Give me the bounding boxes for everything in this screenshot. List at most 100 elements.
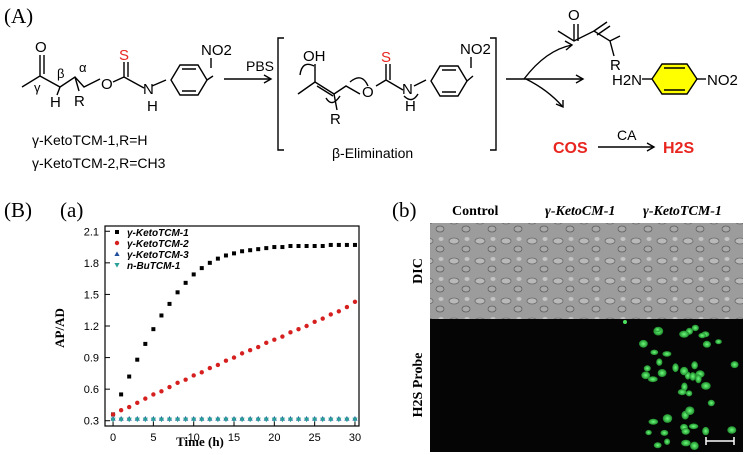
pna-ring	[651, 63, 698, 95]
fluorescent-cell	[662, 414, 673, 423]
point-s0-2	[127, 374, 132, 379]
y-tick-label-6: 2.1	[84, 226, 99, 238]
point-s3-20	[271, 417, 277, 423]
x-tick-label-3: 15	[228, 432, 240, 444]
legend-marker-3	[114, 263, 120, 268]
ca-arrow-head	[646, 142, 656, 152]
point-s1-17	[247, 348, 253, 353]
point-s1-11	[199, 370, 204, 375]
y-tick-label-4: 1.5	[84, 289, 99, 301]
point-s3-30	[352, 417, 358, 423]
panel-label-A: (A)	[4, 4, 34, 28]
point-s0-26	[320, 244, 325, 248]
push-arrow-2	[325, 95, 341, 104]
fluorescent-cell	[623, 320, 627, 324]
split-arrow-up-head	[564, 40, 574, 51]
point-s1-8	[175, 380, 180, 386]
fluorescent-cell	[643, 365, 651, 372]
fluorescent-cell	[690, 441, 699, 450]
int-oh: OH	[303, 48, 326, 65]
sm-alpha: α	[79, 60, 87, 75]
fluorescent-cell	[698, 332, 706, 339]
fluorescent-cell	[691, 361, 698, 370]
sm-r: R	[74, 93, 85, 110]
push-arrow-4	[403, 93, 419, 101]
mvk-c-r-bond	[609, 40, 615, 57]
point-s3-10	[191, 417, 197, 423]
plot-frame	[104, 225, 360, 427]
int-nh-n: N	[402, 81, 413, 98]
split-arrow-down	[525, 78, 563, 107]
fluorescent-cell	[672, 363, 679, 373]
point-s0-16	[240, 249, 245, 254]
fluorescent-cell	[660, 429, 669, 436]
point-s1-15	[231, 355, 237, 360]
fluorescent-cell	[656, 358, 663, 366]
x-tick-label-1: 5	[150, 432, 156, 444]
point-s1-20	[272, 337, 277, 342]
pbs-arrow-head	[263, 74, 273, 84]
point-s0-21	[280, 245, 285, 250]
int-nitro-bond	[466, 57, 474, 82]
fluorescent-cell	[654, 327, 661, 333]
split-arrow-head	[575, 74, 585, 84]
push-arrow-1	[299, 63, 315, 76]
int-alkene-second-bond	[316, 85, 334, 97]
sm-ring-double-bonds	[182, 68, 196, 92]
row-label-dic: DIC	[411, 258, 426, 284]
fluorescent-cell	[691, 324, 699, 332]
y-tick-label-2: 0.9	[84, 353, 99, 365]
fluorescent-cell	[688, 423, 699, 430]
x-ticks: 0 5 10 15 20 25 30	[110, 421, 361, 444]
point-s0-1	[119, 392, 124, 397]
legend-marker-2	[114, 251, 120, 256]
point-s0-27	[328, 242, 333, 247]
point-s3-27	[328, 417, 334, 423]
point-s3-13	[215, 417, 221, 423]
point-s1-2	[126, 404, 132, 410]
legend-label-0: γ-KetoTCM-1	[127, 228, 189, 239]
x-tick-label-5: 25	[309, 432, 321, 444]
int-nh-h: H	[405, 98, 416, 115]
probe-image	[430, 319, 743, 452]
point-s0-29	[344, 242, 349, 247]
point-s0-4	[143, 341, 148, 346]
point-s3-17	[247, 417, 253, 423]
x-axis-label: Time (h)	[176, 434, 224, 449]
y-tick-label-3: 1.2	[84, 321, 99, 333]
h2s-label: H2S	[663, 140, 694, 157]
fluorescent-cell	[681, 382, 688, 392]
sm-n-aryl-bond	[151, 79, 167, 87]
point-s1-16	[239, 351, 245, 356]
point-s3-7	[166, 417, 173, 423]
data-points	[110, 242, 358, 423]
fluorescent-cell	[702, 426, 710, 436]
sm-nitro-bond	[206, 58, 214, 81]
point-s0-20	[272, 245, 277, 250]
fluorescent-cell	[679, 330, 689, 338]
int-nitro: NO2	[460, 41, 491, 58]
point-s0-8	[175, 290, 180, 295]
point-s3-18	[255, 417, 261, 423]
fluorescent-cell	[647, 376, 658, 383]
fluorescent-cell	[664, 438, 671, 445]
point-s0-22	[288, 244, 293, 248]
fluorescent-cell	[645, 429, 652, 436]
mvk-carbonyl	[573, 24, 579, 41]
point-s1-5	[151, 392, 156, 397]
mvk-vinyl	[593, 21, 611, 36]
fluorescent-cell	[677, 389, 687, 396]
point-s3-15	[231, 417, 237, 423]
point-s0-17	[248, 248, 253, 253]
fluorescent-cell	[680, 366, 689, 376]
beta-elimination-label: β-Elimination	[332, 145, 413, 161]
x-tick-label-0: 0	[110, 432, 116, 444]
row-label-h2s-probe: H2S Probe	[411, 353, 426, 418]
fluorescent-cell	[685, 406, 695, 415]
point-s1-18	[256, 344, 261, 350]
push-arrow-3	[349, 77, 369, 87]
panel-label-b: (b)	[392, 198, 417, 222]
point-s3-3	[134, 417, 140, 423]
point-s0-11	[199, 266, 204, 271]
point-s0-10	[191, 272, 196, 277]
